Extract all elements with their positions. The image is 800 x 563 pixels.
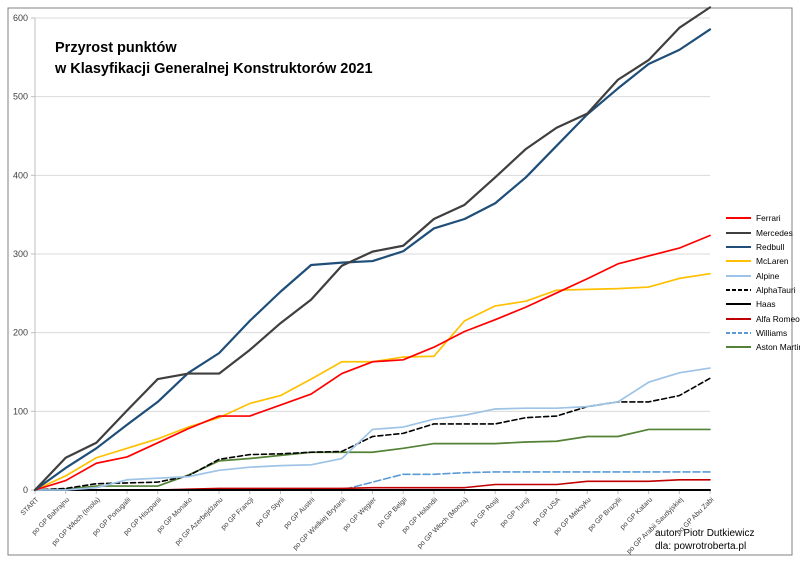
legend-swatch-line: [726, 288, 751, 291]
x-axis-label: po GP Turcji: [499, 496, 531, 528]
y-axis-labels: 0 100 200 300 400 500 600: [13, 13, 28, 495]
series-line-ferrari: [34, 234, 711, 491]
x-axis-label: po GP Francji: [220, 496, 255, 531]
series-lines: [33, 6, 712, 492]
legend-label: Williams: [756, 327, 788, 338]
x-axis-label: po GP USA: [532, 496, 563, 527]
legend-label: Redbull: [756, 241, 785, 252]
legend-swatch-line: [726, 217, 751, 220]
x-axis-label: po GP Austrii: [283, 496, 317, 530]
legend-item-ferrari: Ferrari: [726, 211, 800, 225]
legend-label: Aston Martin: [756, 342, 800, 353]
legend-item-williams: Williams: [726, 326, 800, 340]
x-axis-label: po GP Styrii: [255, 496, 287, 528]
y-axis-label: 400: [13, 170, 28, 180]
gridlines: [35, 17, 710, 412]
legend-label: Haas: [756, 299, 776, 310]
legend-swatch-line: [726, 346, 751, 349]
series-line-alpine: [34, 367, 711, 491]
series-line-aston-martin: [34, 428, 711, 491]
credits-author: autor: Piotr Dutkiewicz: [655, 528, 755, 539]
legend-item-redbull: Redbull: [726, 240, 800, 254]
legend-swatch-line: [726, 331, 751, 334]
legend-label: Alpine: [756, 270, 780, 281]
legend-item-aston-martin: Aston Martin: [726, 340, 800, 354]
legend-item-alphatauri: AlphaTauri: [726, 283, 800, 297]
series-line-alfa-romeo: [34, 478, 711, 491]
y-axis-label: 600: [13, 13, 28, 23]
y-axis-label: 0: [23, 485, 28, 495]
chart-legend: Ferrari Mercedes Redbull McLaren Alpine Alpha…: [726, 211, 800, 354]
legend-item-alpine: Alpine: [726, 268, 800, 282]
x-axis-label: START: [20, 496, 41, 517]
y-axis-label: 500: [13, 92, 28, 102]
x-axis-label: po GP Włoch (Monza): [416, 496, 470, 550]
series-line-mclaren: [34, 272, 711, 491]
series-line-alphatauri: [34, 377, 711, 491]
chart-title-line1: Przyrost punktów: [55, 40, 177, 56]
y-axis-label: 300: [13, 249, 28, 259]
chart-title-line2: w Klasyfikacji Generalnej Konstruktorów …: [55, 61, 373, 77]
legend-label: Alfa Romeo: [756, 313, 800, 324]
legend-label: AlphaTauri: [756, 284, 796, 295]
credits: autor: Piotr Dutkiewicz dla: powrotrober…: [655, 527, 754, 553]
legend-item-alfa-romeo: Alfa Romeo: [726, 311, 800, 325]
chart-title: Przyrost punktów w Klasyfikacji Generaln…: [55, 38, 373, 80]
x-axis-label: po GP Węgier: [342, 496, 378, 532]
x-axis-label: po GP Wielkiej Brytanii: [292, 496, 348, 552]
credits-site: dla: powrotroberta.pl: [655, 541, 747, 552]
series-line-mercedes: [33, 6, 712, 492]
x-axis-label: po GP Rosji: [469, 496, 501, 528]
legend-swatch-line: [726, 317, 751, 320]
legend-item-mercedes: Mercedes: [726, 225, 800, 239]
legend-label: McLaren: [756, 256, 789, 267]
series-line-redbull: [33, 28, 712, 492]
x-axis-label: po GP Brazylii: [587, 496, 624, 533]
legend-item-haas: Haas: [726, 297, 800, 311]
legend-swatch-line: [726, 303, 751, 306]
y-axis-label: 200: [13, 328, 28, 338]
legend-swatch-line: [726, 245, 751, 248]
legend-swatch-line: [726, 274, 751, 277]
outer-frame: [7, 7, 793, 556]
legend-item-mclaren: McLaren: [726, 254, 800, 268]
legend-swatch-line: [726, 231, 751, 234]
legend-label: Mercedes: [756, 227, 793, 238]
y-axis-label: 100: [13, 406, 28, 416]
legend-label: Ferrari: [756, 213, 781, 224]
x-axis-label: po GP Belgii: [376, 496, 409, 529]
legend-swatch-line: [726, 260, 751, 263]
